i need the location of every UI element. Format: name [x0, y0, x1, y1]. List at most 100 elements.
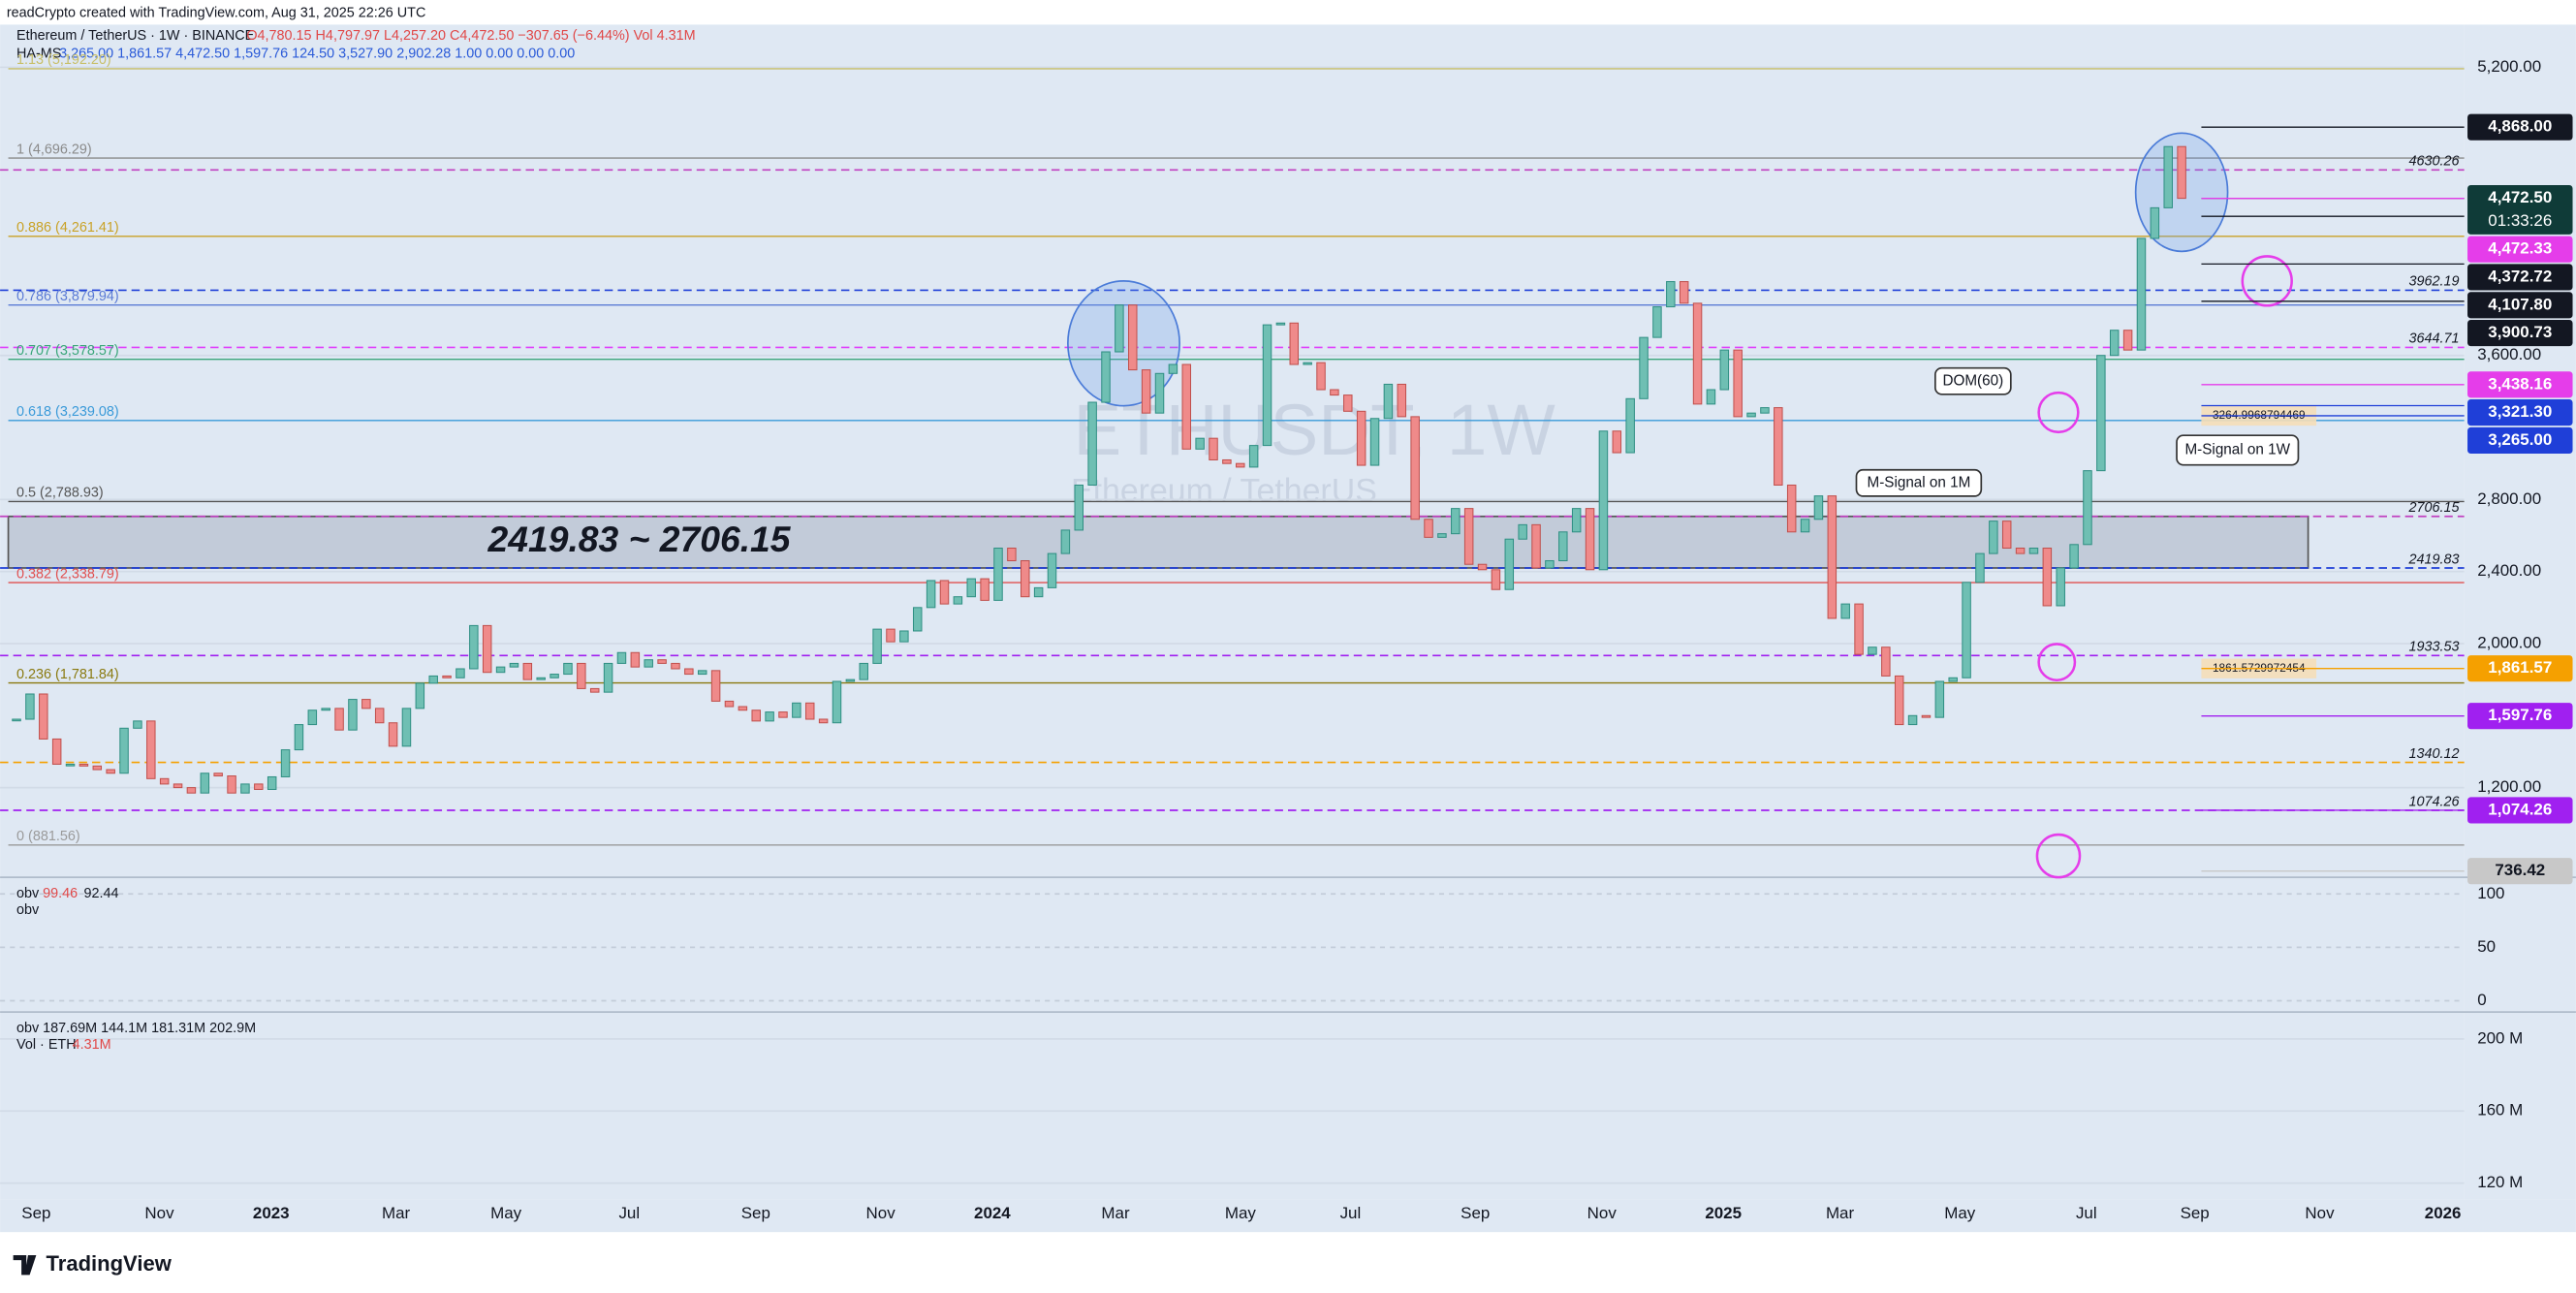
candle	[1087, 401, 1097, 486]
y-tick-label: 50	[2477, 937, 2496, 956]
y-tick-label: 2,000.00	[2477, 633, 2541, 651]
candle	[186, 787, 197, 794]
candle	[1181, 363, 1192, 450]
candle	[2150, 206, 2160, 239]
candle	[1397, 383, 1407, 418]
candle	[1881, 646, 1891, 677]
candle	[859, 662, 868, 680]
candle	[374, 708, 385, 724]
candle	[697, 670, 707, 676]
time-axis	[0, 1199, 2576, 1233]
candle	[2096, 355, 2106, 472]
candle	[2136, 237, 2147, 351]
candle	[630, 651, 641, 668]
x-tick-label: Mar	[1101, 1204, 1130, 1222]
vol-legend-name: obv	[16, 1021, 40, 1036]
y-tick-label: 5,200.00	[2477, 57, 2541, 76]
candle	[1383, 383, 1394, 420]
price-badge	[2467, 264, 2573, 291]
price-badge-label: 1,861.57	[2488, 658, 2552, 677]
candle	[1612, 430, 1622, 454]
candle	[119, 727, 129, 774]
candle	[106, 769, 115, 774]
candle	[1451, 508, 1461, 535]
price-badge	[2467, 185, 2573, 235]
candle	[1975, 552, 1985, 583]
candle	[51, 738, 62, 765]
candle	[1625, 397, 1635, 454]
candle	[1343, 394, 1353, 412]
price-badge-label: 736.42	[2495, 861, 2545, 879]
candle	[2015, 548, 2026, 554]
candle	[2177, 145, 2186, 200]
vol-name: Vol · ETH	[16, 1037, 77, 1053]
candle	[388, 722, 398, 747]
x-tick-label: 2024	[974, 1204, 1011, 1222]
candle	[159, 777, 170, 785]
candle	[1195, 437, 1205, 450]
level-label: 2706.15	[2408, 500, 2461, 516]
candle	[1760, 407, 1770, 414]
price-badge-label: 3,438.16	[2488, 374, 2552, 393]
callout: M-Signal on 1W	[2184, 441, 2290, 457]
price-badge	[2467, 236, 2573, 263]
osc-value: 92.44	[84, 886, 119, 901]
price-badge-label: 4,107.80	[2488, 295, 2552, 313]
candle	[200, 773, 210, 794]
candle	[1463, 508, 1474, 565]
candle	[39, 693, 48, 740]
candle	[415, 682, 425, 710]
price-badge-label: 1,597.76	[2488, 706, 2552, 724]
brand: TradingView	[47, 1251, 173, 1276]
price-badge-label: 1,074.26	[2488, 800, 2552, 818]
x-tick-label: Nov	[1587, 1204, 1618, 1222]
candle	[2001, 520, 2012, 550]
candle	[899, 630, 909, 643]
x-tick-label: Jul	[2076, 1204, 2097, 1222]
callout: M-Signal on 1M	[1867, 474, 1970, 490]
candle	[1047, 552, 1057, 588]
candle	[334, 708, 344, 731]
candle	[671, 662, 680, 670]
candle	[280, 749, 291, 777]
candle	[482, 624, 492, 674]
candle	[1558, 531, 1568, 562]
candle	[1989, 520, 1998, 554]
countdown: 01:33:26	[2488, 211, 2552, 230]
fib-label: 1.13 (5,192.20)	[16, 52, 111, 68]
price-badge-label: 3,900.73	[2488, 323, 2552, 341]
price-badge	[2467, 113, 2573, 141]
candle	[2042, 548, 2053, 607]
header: readCrypto created with TradingView.com,…	[7, 5, 426, 20]
x-tick-label: May	[1225, 1204, 1257, 1222]
candle	[1868, 646, 1877, 655]
candle	[1289, 322, 1300, 365]
candle	[469, 624, 479, 670]
x-tick-label: Mar	[1826, 1204, 1855, 1222]
candle	[1639, 336, 1649, 399]
level-label: 1933.53	[2409, 640, 2460, 655]
candle	[886, 628, 895, 643]
candle	[133, 720, 142, 729]
candle	[804, 702, 815, 720]
candle	[348, 699, 358, 731]
boxed-label: 1861.5729972454	[2213, 661, 2306, 675]
candle	[1746, 412, 1756, 418]
x-tick-label: Nov	[144, 1204, 174, 1222]
price-badge	[2467, 371, 2573, 398]
support-zone	[7, 515, 2309, 569]
marker-circle	[2241, 255, 2293, 307]
candle	[616, 651, 627, 664]
candle	[146, 720, 156, 779]
brand-logo	[13, 1255, 37, 1276]
candle	[509, 662, 519, 668]
y-tick-label: 160 M	[2477, 1101, 2523, 1120]
candle	[1585, 508, 1595, 571]
candle	[818, 718, 829, 724]
fib-label: 0.618 (3,239.08)	[16, 404, 119, 420]
level-label: 2419.83	[2408, 552, 2460, 567]
level-label: 3962.19	[2409, 274, 2460, 290]
candle	[401, 708, 412, 747]
osc-name: obv	[16, 886, 40, 901]
candle	[1275, 322, 1286, 326]
